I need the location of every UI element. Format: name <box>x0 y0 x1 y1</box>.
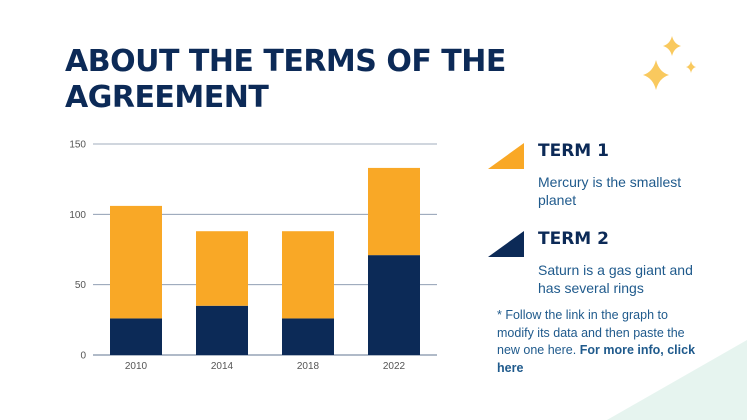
x-tick-label: 2014 <box>211 361 234 372</box>
bar-term2-2022 <box>368 255 420 355</box>
bar-term2-2010 <box>110 318 162 355</box>
bar-term2-2018 <box>282 318 334 355</box>
legend-description: Mercury is the smallest planet <box>538 174 682 208</box>
page-title: ABOUT THE TERMS OF THE AGREEMENT <box>65 44 506 115</box>
term2-triangle-icon <box>488 231 524 257</box>
bar-term1-2010 <box>110 205 162 319</box>
y-tick-label: 50 <box>75 280 87 291</box>
legend-heading: TERM 1 <box>538 141 609 161</box>
x-tick-label: 2022 <box>383 361 406 372</box>
term1-triangle-icon <box>488 143 524 169</box>
footnote: * Follow the link in the graph to modify… <box>497 307 707 377</box>
x-tick-label: 2018 <box>297 361 320 372</box>
legend-heading: TERM 2 <box>538 229 609 249</box>
bar-term1-2022 <box>368 167 420 256</box>
footnote-text: * Follow the link in the graph to modify… <box>497 308 685 357</box>
sparkles-icon <box>643 36 696 90</box>
x-tick-label: 2010 <box>125 361 148 372</box>
bar-term1-2014 <box>196 231 248 306</box>
legend-description: Saturn is a gas giant and has several ri… <box>538 262 693 296</box>
y-tick-label: 0 <box>80 351 86 362</box>
bar-term2-2014 <box>196 305 248 355</box>
bar-term1-2018 <box>282 231 334 319</box>
y-tick-label: 150 <box>69 140 86 151</box>
more-info-link[interactable]: For more info, click here <box>497 343 696 375</box>
y-tick-label: 100 <box>69 210 86 221</box>
corner-decoration <box>607 340 747 420</box>
